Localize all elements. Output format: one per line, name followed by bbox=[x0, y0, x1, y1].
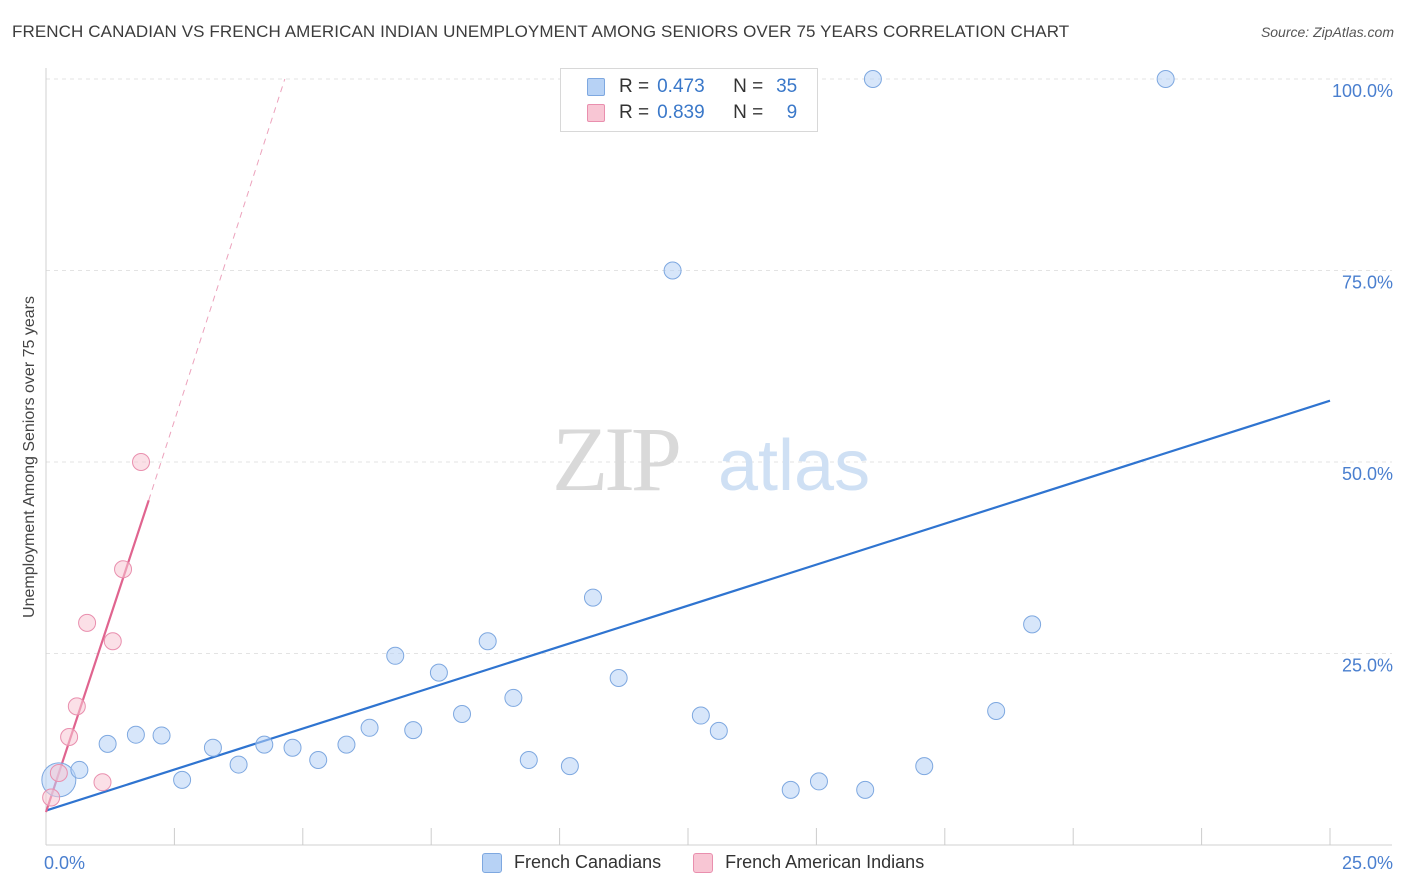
point-french-canadians bbox=[152, 726, 171, 745]
point-french-canadians bbox=[856, 780, 875, 799]
bottom-legend-swatch-pink bbox=[693, 852, 714, 873]
legend-swatch-pink bbox=[587, 104, 605, 122]
y-tick-label: 100.0% bbox=[1332, 81, 1393, 101]
x-tick-label: 0.0% bbox=[44, 853, 85, 873]
point-french-canadians bbox=[609, 669, 628, 688]
point-french-canadians bbox=[478, 632, 497, 651]
point-french-canadians bbox=[70, 760, 89, 779]
y-tick-label: 25.0% bbox=[1342, 656, 1393, 676]
point-french-canadians bbox=[691, 706, 710, 725]
tick-labels: 25.0% 50.0% 75.0% 100.0% 0.0% 25.0% bbox=[44, 81, 1393, 873]
legend-n-value: 35 bbox=[776, 76, 798, 97]
legend-row-french-canadians: R = 0.473 N = 35 bbox=[587, 75, 797, 99]
bottom-legend-label: French Canadians bbox=[514, 852, 662, 872]
point-french-canadians bbox=[809, 772, 828, 791]
point-french-american-indians bbox=[132, 453, 151, 471]
point-french-american-indians bbox=[67, 697, 86, 716]
point-french-canadians bbox=[663, 261, 682, 280]
legend-r-value: 0.839 bbox=[657, 102, 705, 123]
legend-n-label: N = bbox=[733, 76, 764, 97]
legend-r-value: 0.473 bbox=[657, 76, 705, 97]
point-french-canadians bbox=[583, 588, 602, 607]
axes bbox=[45, 68, 1392, 846]
point-french-canadians bbox=[173, 770, 192, 789]
point-french-canadians bbox=[519, 750, 538, 769]
point-french-canadians bbox=[126, 725, 145, 744]
point-french-canadians bbox=[203, 738, 222, 757]
chart-title: FRENCH CANADIAN VS FRENCH AMERICAN INDIA… bbox=[12, 22, 1070, 41]
grid-lines bbox=[46, 78, 1392, 654]
bottom-legend-item-french-american-indians: French American Indians bbox=[693, 852, 924, 873]
point-french-canadians bbox=[429, 663, 448, 682]
bottom-legend-item-french-canadians: French Canadians bbox=[482, 852, 661, 873]
y-axis-label: Unemployment Among Seniors over 75 years bbox=[21, 296, 38, 618]
legend-n-value: 9 bbox=[786, 102, 798, 123]
y-tick-label: 75.0% bbox=[1342, 273, 1393, 293]
point-french-canadians bbox=[229, 755, 248, 774]
point-french-canadians bbox=[863, 70, 882, 88]
point-french-canadians bbox=[560, 757, 579, 776]
watermark-zip: ZIP bbox=[552, 408, 679, 510]
point-french-canadians bbox=[360, 718, 379, 737]
trend-line-french-american-indians bbox=[44, 499, 150, 813]
point-french-canadians bbox=[255, 735, 274, 754]
legend-r-label: R = bbox=[619, 76, 650, 97]
bottom-legend: French Canadians French American Indians bbox=[482, 852, 956, 873]
point-french-american-indians bbox=[49, 763, 68, 782]
point-french-american-indians bbox=[93, 773, 112, 792]
point-french-canadians bbox=[404, 721, 423, 740]
point-french-american-indians bbox=[78, 613, 97, 632]
point-french-canadians bbox=[309, 750, 328, 769]
legend-r-label: R = bbox=[619, 102, 650, 123]
point-french-canadians bbox=[283, 738, 302, 757]
point-french-american-indians bbox=[103, 632, 122, 651]
point-french-american-indians bbox=[60, 727, 79, 746]
point-french-canadians bbox=[987, 701, 1006, 720]
bottom-legend-label: French American Indians bbox=[725, 852, 925, 872]
point-french-canadians bbox=[1156, 70, 1175, 88]
y-tick-label: 50.0% bbox=[1342, 464, 1393, 484]
source-credit: Source: ZipAtlas.com bbox=[1260, 24, 1394, 40]
legend-row-french-american-indians: R = 0.839 N = 9 bbox=[587, 101, 797, 125]
point-french-american-indians bbox=[114, 560, 133, 579]
trend-line-extension bbox=[148, 78, 286, 501]
x-tick-label: 25.0% bbox=[1342, 853, 1393, 873]
point-french-canadians bbox=[915, 757, 934, 776]
point-french-canadians bbox=[453, 705, 472, 724]
data-points bbox=[41, 70, 1175, 807]
point-french-canadians bbox=[1023, 615, 1042, 634]
legend-swatch-blue bbox=[587, 78, 605, 96]
watermark: ZIP atlas bbox=[552, 408, 870, 510]
watermark-atlas: atlas bbox=[718, 426, 870, 506]
legend-n-label: N = bbox=[733, 102, 764, 123]
point-french-canadians bbox=[386, 646, 405, 665]
point-french-canadians bbox=[781, 780, 800, 799]
point-french-canadians bbox=[337, 735, 356, 754]
bottom-legend-swatch-blue bbox=[482, 852, 502, 873]
point-french-canadians bbox=[709, 721, 728, 740]
trend-lines bbox=[44, 78, 1331, 813]
point-french-american-indians bbox=[42, 788, 61, 807]
point-french-canadians bbox=[504, 688, 523, 707]
legend-box: R = 0.473 N = 35 R = 0.839 N = 9 bbox=[560, 68, 818, 132]
point-french-canadians bbox=[98, 734, 117, 753]
